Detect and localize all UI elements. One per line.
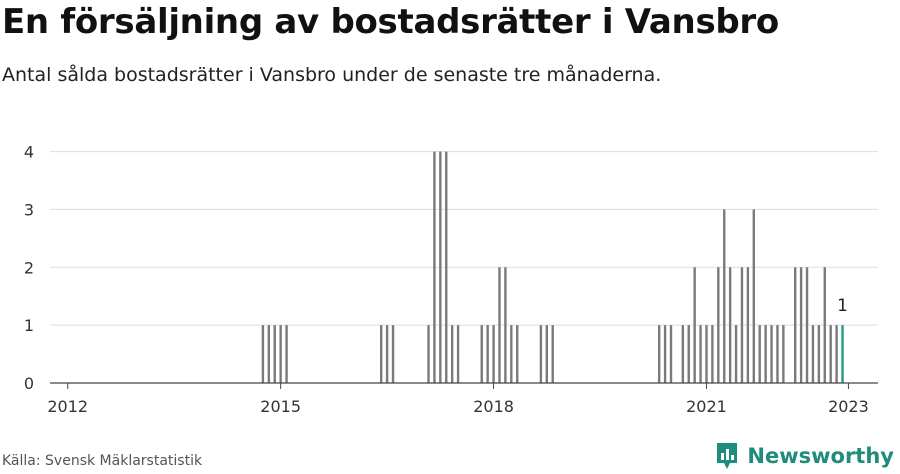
bar bbox=[267, 325, 271, 383]
bar bbox=[504, 267, 507, 383]
bar bbox=[835, 325, 838, 383]
bar bbox=[782, 325, 785, 383]
bar bbox=[657, 325, 661, 383]
bar bbox=[427, 325, 430, 383]
bar bbox=[669, 325, 673, 383]
bar bbox=[279, 325, 282, 383]
newsworthy-logo-icon bbox=[717, 443, 738, 469]
bar bbox=[770, 325, 773, 383]
source-note: Källa: Svensk Mäklarstatistik bbox=[2, 453, 203, 469]
bar bbox=[728, 267, 732, 383]
y-tick-label: 3 bbox=[24, 200, 34, 219]
bar bbox=[734, 325, 738, 383]
bar bbox=[711, 325, 714, 383]
bar bbox=[385, 325, 389, 383]
chart-subtitle: Antal sålda bostadsrätter i Vansbro unde… bbox=[2, 64, 662, 86]
bar bbox=[687, 325, 690, 383]
y-tick-label: 1 bbox=[24, 316, 34, 335]
x-tick-label: 2015 bbox=[260, 397, 301, 416]
y-tick-label: 0 bbox=[24, 374, 34, 393]
bar bbox=[516, 325, 519, 383]
bar bbox=[480, 325, 483, 383]
bar bbox=[498, 267, 501, 383]
chart-title: En försäljning av bostadsrätter i Vansbr… bbox=[2, 2, 779, 42]
bar bbox=[823, 267, 826, 383]
bar bbox=[273, 325, 276, 383]
bar bbox=[663, 325, 667, 383]
bar bbox=[492, 325, 495, 383]
y-tick-label: 4 bbox=[24, 143, 34, 162]
x-tick-label: 2018 bbox=[473, 397, 514, 416]
x-tick-label: 2012 bbox=[47, 397, 88, 416]
bar bbox=[285, 325, 288, 383]
bar bbox=[551, 325, 554, 383]
bar bbox=[746, 267, 750, 383]
bar bbox=[391, 325, 395, 383]
bar bbox=[805, 267, 809, 383]
bar bbox=[740, 267, 744, 383]
bar bbox=[764, 325, 767, 383]
bar bbox=[794, 267, 797, 383]
bar bbox=[829, 325, 832, 383]
bar bbox=[705, 325, 708, 383]
bar bbox=[456, 325, 460, 383]
bar bbox=[758, 325, 761, 383]
bar bbox=[545, 325, 548, 383]
bar bbox=[261, 325, 265, 383]
bar bbox=[776, 325, 779, 383]
y-tick-label: 2 bbox=[24, 258, 34, 277]
bar bbox=[752, 209, 755, 383]
brand-logo: Newsworthy bbox=[715, 441, 894, 471]
bar bbox=[811, 325, 815, 383]
bar bbox=[681, 325, 685, 383]
bar bbox=[539, 325, 543, 383]
bar bbox=[799, 267, 803, 383]
x-tick-label: 2021 bbox=[686, 397, 727, 416]
bar bbox=[693, 267, 696, 383]
bar bbox=[380, 325, 383, 383]
bar bbox=[445, 151, 448, 383]
bar bbox=[717, 267, 720, 383]
brand-name: Newsworthy bbox=[747, 444, 894, 468]
bar bbox=[486, 325, 489, 383]
bar bbox=[723, 209, 726, 383]
bar bbox=[699, 325, 702, 383]
bar bbox=[439, 151, 442, 383]
bar bbox=[841, 325, 844, 383]
x-tick-label: 2023 bbox=[828, 397, 869, 416]
bar bbox=[450, 325, 454, 383]
bar bbox=[817, 325, 821, 383]
highlight-value-label: 1 bbox=[837, 296, 848, 316]
bar bbox=[433, 151, 436, 383]
bar bbox=[510, 325, 513, 383]
